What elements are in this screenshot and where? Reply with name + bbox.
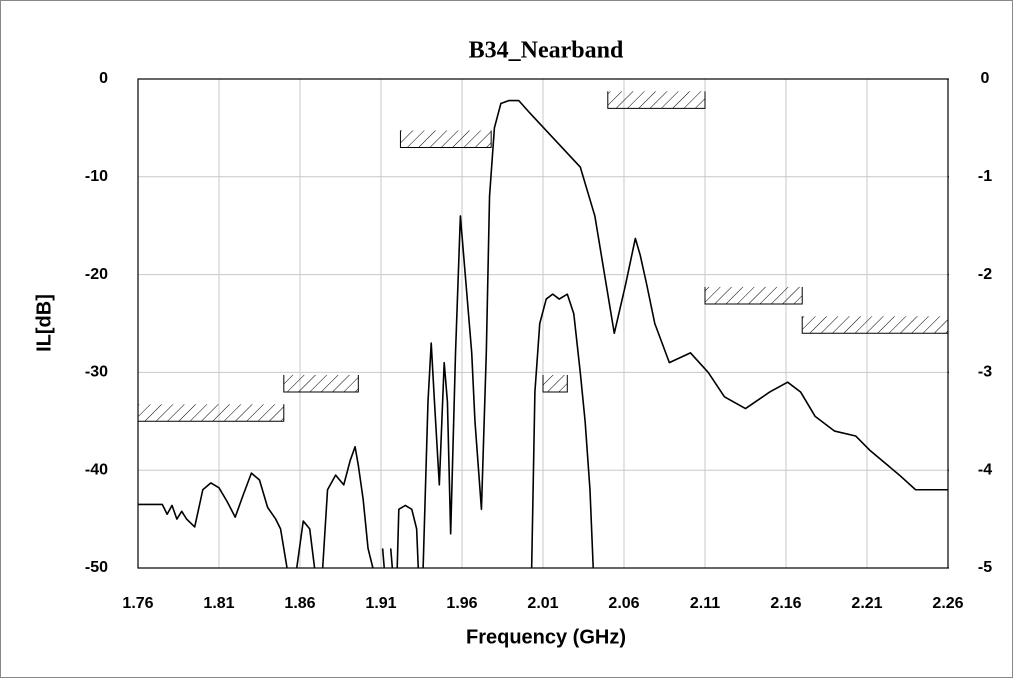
mask-line [283,374,359,393]
mask-line [542,374,568,393]
mask-hatch [543,374,568,392]
mask-hatch [607,91,705,109]
mask-hatch [283,374,359,392]
y2-tick-label: -3 [978,364,992,381]
x-tick-label: 2.21 [851,595,882,612]
mask-hatch [138,404,284,422]
x-tick-label: 2.16 [770,595,801,612]
mask-hatch [802,316,948,334]
y2-tick-label: -2 [978,266,992,283]
x-tick-label: 2.11 [690,595,720,612]
series-line [138,99,948,569]
mask-line [607,91,706,109]
y-tick-label: -10 [85,168,108,185]
x-tick-label: 1.76 [122,595,153,612]
x-tick-label: 2.01 [527,595,558,612]
y2-tick-label: -1 [978,168,992,185]
y-tick-label: 0 [99,70,108,87]
x-tick-label: 2.06 [608,595,639,612]
series-line [530,293,595,569]
y-tick-label: -20 [85,266,108,283]
marks [137,91,949,569]
x-tick-label: 1.86 [284,595,315,612]
y-tick-label: -40 [85,461,108,478]
x-axis-label: Frequency (GHz) [466,626,626,648]
y-axis-label: IL[dB] [33,294,55,352]
mask-hatch [400,130,492,148]
mask-line [704,286,803,305]
mask-hatch [705,286,803,304]
x-tick-label: 1.96 [446,595,477,612]
y2-tick-label: -4 [978,461,992,478]
y2-tick-label: -5 [978,559,992,576]
x-tick-label: 2.26 [932,595,963,612]
y2-tick-label: 0 [981,70,990,87]
mask-line [399,130,492,148]
y-tick-label: -30 [85,364,108,381]
x-tick-label: 1.81 [203,595,234,612]
plot-border [137,78,949,569]
y-tick-label: -50 [85,559,108,576]
x-tick-label: 1.91 [365,595,396,612]
chart-title: B34_Nearband [469,38,624,64]
